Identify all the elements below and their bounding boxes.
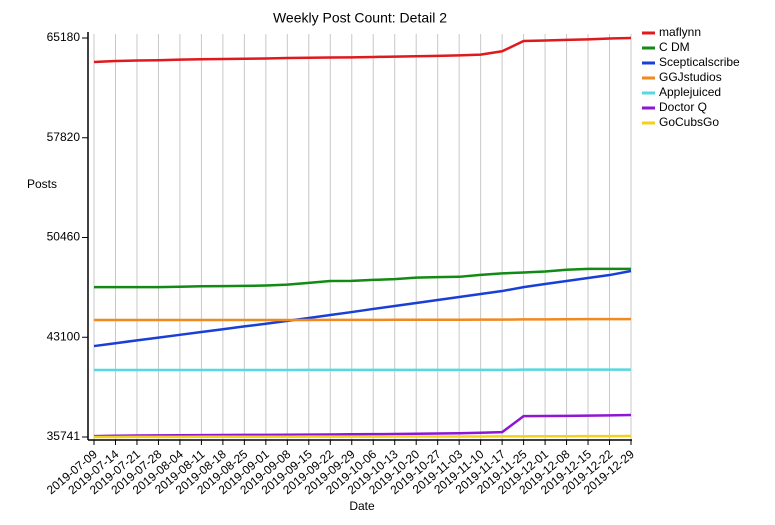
legend-label: Applejuiced (659, 85, 721, 99)
chart-title: Weekly Post Count: Detail 2 (273, 10, 447, 26)
series-line (94, 267, 631, 289)
y-axis-label: Posts (27, 177, 57, 191)
series-line (93, 413, 632, 438)
y-tick-label: 35741 (47, 429, 81, 443)
series-line (93, 36, 632, 64)
legend-label: Doctor Q (659, 100, 707, 114)
x-axis-label: Date (349, 499, 375, 513)
legend-label: C DM (659, 40, 690, 54)
legend-label: maflynn (659, 25, 701, 39)
series-line (94, 317, 631, 322)
y-tick-label: 43100 (47, 329, 81, 343)
y-tick-label: 65180 (47, 30, 81, 44)
legend-label: GGJstudios (659, 70, 722, 84)
series-line (93, 269, 632, 348)
y-tick-label: 57820 (47, 130, 81, 144)
series-line (93, 434, 632, 439)
y-tick-label: 50460 (47, 230, 81, 244)
legend-label: GoCubsGo (659, 115, 719, 129)
legend-label: Scepticalscribe (659, 55, 740, 69)
